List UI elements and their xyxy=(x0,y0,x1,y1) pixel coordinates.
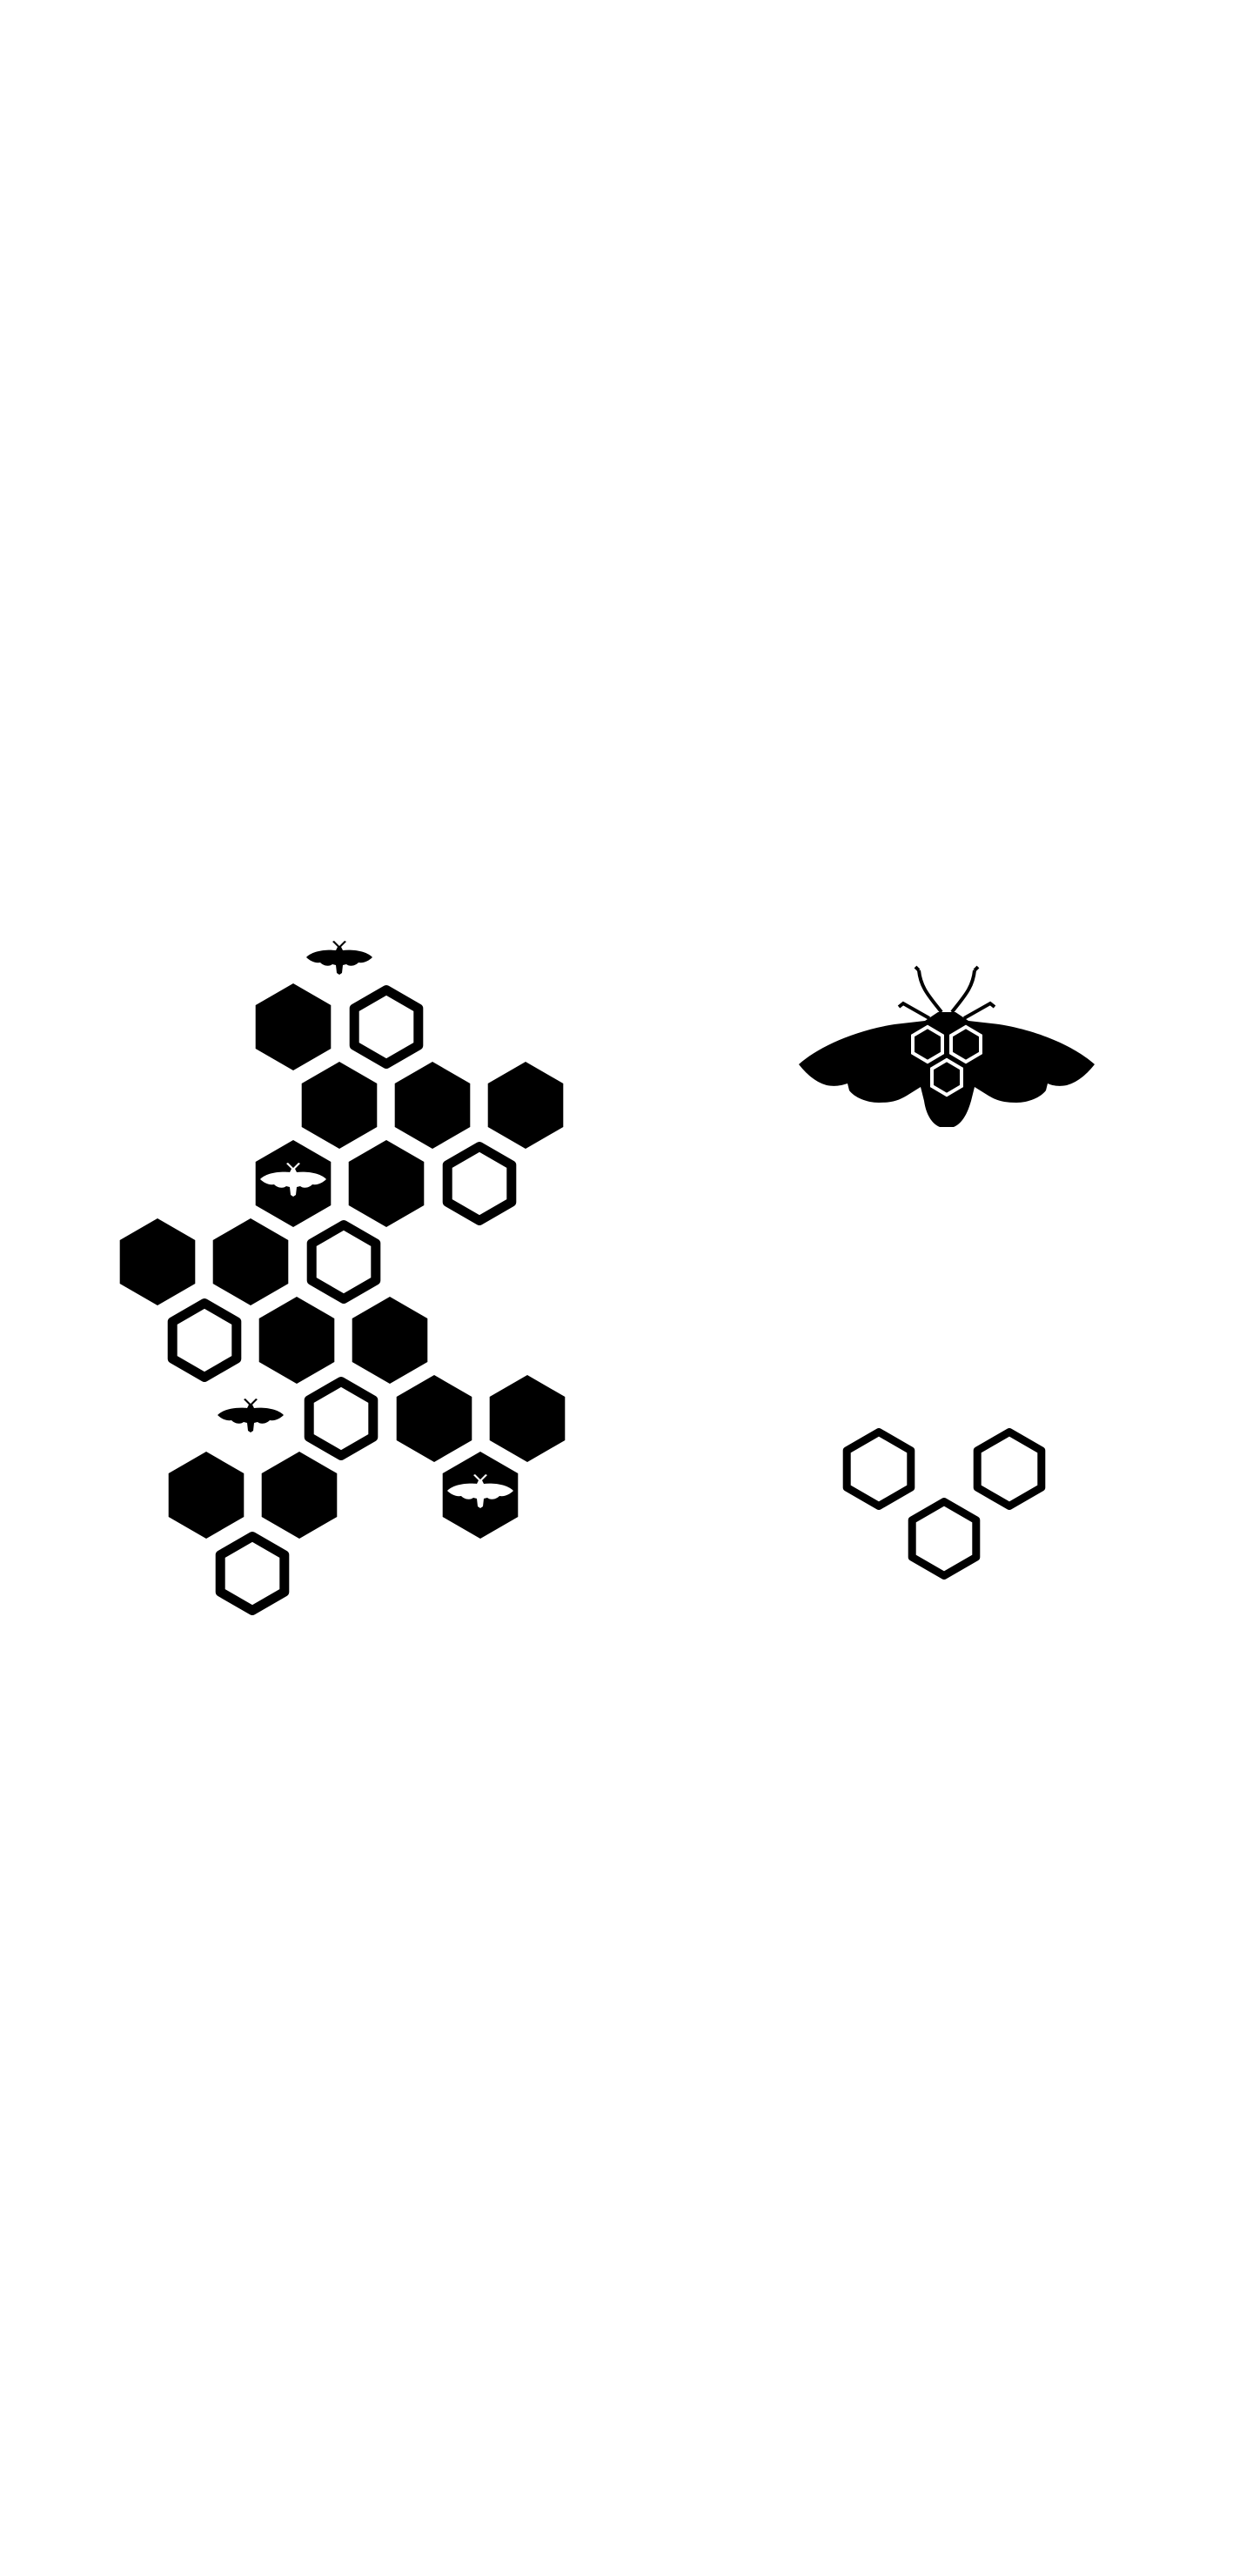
hex-cell-filled xyxy=(212,1218,289,1305)
moth-icon xyxy=(218,1399,284,1432)
hex-cell-outline xyxy=(977,1432,1042,1506)
moth-icon xyxy=(306,941,372,975)
moth-emblem xyxy=(799,965,1095,1127)
hex-cell-filled xyxy=(261,1452,338,1539)
hex-cell-filled xyxy=(489,1375,566,1462)
hex-cell-filled xyxy=(352,1297,428,1384)
hex-cell-filled xyxy=(394,1062,471,1149)
three-hex-mark xyxy=(847,1432,1042,1576)
hex-cell-filled xyxy=(255,983,332,1070)
hex-cell-outline xyxy=(847,1432,911,1506)
hex-cell-outline xyxy=(312,1225,376,1299)
hex-cell-filled xyxy=(119,1218,196,1305)
hex-cell-outline xyxy=(354,990,419,1064)
body-hex xyxy=(911,1024,944,1064)
hex-cell-filled xyxy=(348,1140,425,1227)
hex-cell-filled xyxy=(301,1062,378,1149)
hex-cell-outline xyxy=(309,1382,373,1456)
honeycomb-cluster xyxy=(119,941,566,1611)
hex-cell-outline xyxy=(172,1304,237,1378)
hex-cell-outline xyxy=(220,1537,285,1611)
body-hex xyxy=(949,1024,982,1064)
hex-cell-outline xyxy=(447,1147,512,1221)
hex-cell-filled xyxy=(487,1062,564,1149)
hex-cell-filled xyxy=(258,1297,335,1384)
body-hex xyxy=(930,1057,963,1097)
hex-cell-outline xyxy=(912,1502,976,1576)
hex-cell-filled xyxy=(168,1452,245,1539)
hex-cell-filled xyxy=(396,1375,472,1462)
